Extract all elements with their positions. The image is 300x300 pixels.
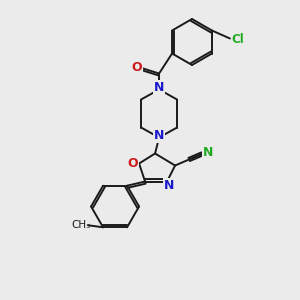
Text: N: N — [164, 179, 174, 192]
Text: N: N — [203, 146, 213, 160]
Text: Cl: Cl — [232, 33, 244, 46]
Text: O: O — [132, 61, 142, 74]
Text: N: N — [154, 81, 164, 94]
Text: N: N — [154, 129, 164, 142]
Text: CH₃: CH₃ — [71, 220, 91, 230]
Text: O: O — [128, 157, 138, 170]
